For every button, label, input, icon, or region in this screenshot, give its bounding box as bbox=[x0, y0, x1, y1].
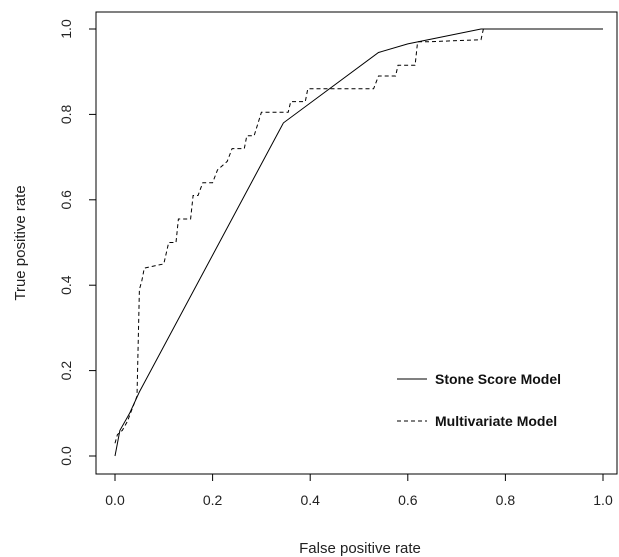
y-axis-title: True positive rate bbox=[12, 185, 29, 300]
series-line-stone-score-model bbox=[114, 28, 603, 457]
x-tick-label: 0.0 bbox=[105, 492, 125, 508]
legend-label-multivariate-model: Multivariate Model bbox=[435, 413, 557, 429]
y-axis: 0.0 0.2 0.4 0.6 0.8 1.0 bbox=[58, 19, 97, 466]
y-tick-label: 1.0 bbox=[58, 19, 74, 39]
x-axis: 0.0 0.2 0.4 0.6 0.8 1.0 bbox=[105, 473, 613, 508]
x-tick-label: 0.4 bbox=[300, 492, 320, 508]
y-tick-label: 0.2 bbox=[58, 361, 74, 381]
y-tick-label: 0.4 bbox=[58, 275, 74, 295]
y-tick-label: 0.6 bbox=[58, 190, 74, 210]
y-tick-label: 0.8 bbox=[58, 104, 74, 124]
legend: Stone Score Model Multivariate Model bbox=[397, 371, 561, 429]
x-tick-label: 0.8 bbox=[496, 492, 516, 508]
legend-label-stone-score-model: Stone Score Model bbox=[435, 371, 561, 387]
x-tick-label: 0.2 bbox=[203, 492, 223, 508]
plot-frame bbox=[95, 11, 618, 475]
x-tick-label: 0.6 bbox=[398, 492, 418, 508]
series-line-multivariate-model bbox=[114, 28, 603, 444]
x-axis-title: False positive rate bbox=[299, 540, 421, 557]
x-tick-label: 1.0 bbox=[593, 492, 613, 508]
y-tick-label: 0.0 bbox=[58, 446, 74, 466]
series-layer bbox=[114, 28, 603, 457]
